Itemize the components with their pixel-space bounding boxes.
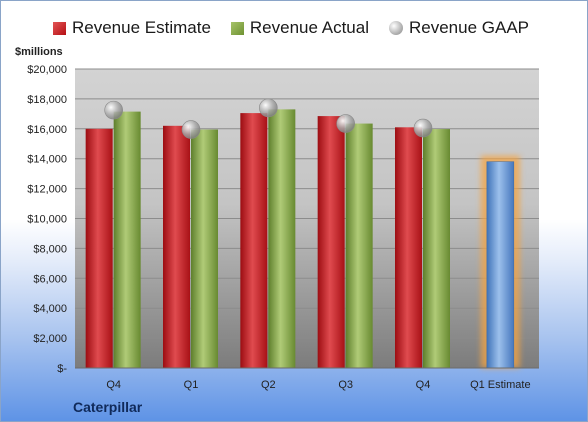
y-tick-label: $4,000 [33, 303, 67, 315]
actual-bar [113, 111, 141, 369]
actual-bar [191, 129, 218, 368]
y-tick-label: $8,000 [33, 243, 67, 255]
estimate-bar [85, 128, 113, 368]
y-tick-label: $16,000 [27, 124, 67, 136]
gaap-marker [259, 98, 278, 118]
legend-label-gaap: Revenue GAAP [409, 18, 530, 37]
legend-item-gaap: Revenue GAAP [389, 18, 529, 38]
legend-item-estimate: Revenue Estimate [53, 18, 211, 38]
x-tick-label: Q1 Estimate [470, 379, 531, 391]
forecast-bar [486, 161, 515, 369]
y-tick-label: $10,000 [27, 214, 67, 226]
x-tick-label: Q4 [416, 379, 431, 391]
x-tick-label: Q3 [338, 379, 353, 391]
estimate-bar [395, 127, 422, 369]
y-tick-label: $18,000 [27, 94, 67, 106]
x-tick-label: Q4 [106, 379, 121, 391]
legend-item-actual: Revenue Actual [230, 18, 369, 38]
y-tick-label: $6,000 [33, 273, 67, 285]
legend-label-estimate: Revenue Estimate [72, 18, 211, 37]
legend: Revenue Estimate Revenue Actual Revenue … [53, 18, 529, 38]
legend-swatch-gaap [389, 21, 403, 35]
actual-bar [268, 109, 296, 369]
estimate-bar [240, 113, 268, 368]
legend-swatch-estimate [53, 21, 66, 35]
y-axis-unit-label: $millions [15, 46, 63, 58]
y-tick-label: $20,000 [27, 64, 67, 76]
gaap-marker [181, 120, 201, 139]
estimate-bar [163, 125, 190, 368]
actual-bar [345, 123, 373, 368]
y-tick-label: $12,000 [27, 184, 67, 196]
gaap-marker [336, 114, 355, 133]
y-tick-label: $2,000 [33, 333, 67, 345]
actual-bar [423, 129, 450, 368]
y-tick-label: $14,000 [27, 154, 67, 166]
legend-label-actual: Revenue Actual [249, 18, 369, 37]
gaap-marker [104, 100, 123, 120]
y-tick-label: $- [57, 363, 67, 375]
estimate-bar [317, 116, 345, 368]
company-name: Caterpillar [73, 399, 143, 415]
x-tick-label: Q2 [261, 379, 276, 391]
gaap-marker [413, 118, 433, 138]
x-tick-label: Q1 [184, 379, 199, 391]
legend-swatch-actual [230, 21, 244, 35]
